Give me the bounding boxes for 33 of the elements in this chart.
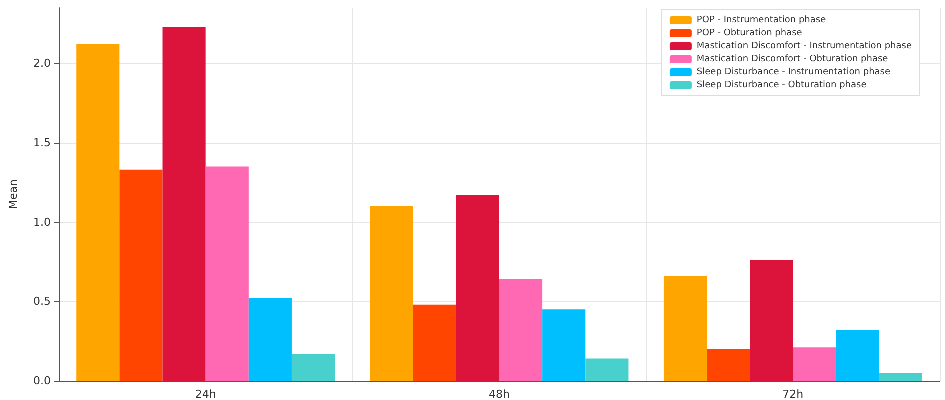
bar	[120, 170, 163, 381]
bar	[370, 206, 414, 381]
x-tick-label: 72h	[782, 388, 804, 400]
bar	[500, 279, 543, 381]
bar	[76, 44, 120, 381]
y-tick-label: 2.0	[34, 57, 51, 70]
legend-label: POP - Instrumentation phase	[696, 16, 827, 26]
bar	[793, 348, 836, 381]
bar	[456, 195, 500, 381]
bar	[707, 349, 750, 381]
x-tick-label: 48h	[489, 388, 510, 400]
y-axis-title: Mean	[7, 179, 20, 210]
x-tick-label: 24h	[195, 388, 216, 400]
bar	[292, 354, 336, 381]
legend-label: Mastication Discomfort - Instrumentation phase	[696, 42, 912, 52]
legend-label: Mastication Discomfort - Obturation phase	[696, 54, 889, 64]
bar	[542, 310, 586, 381]
bar	[162, 27, 206, 381]
bar	[248, 298, 292, 381]
legend-label: POP - Obturation phase	[696, 28, 803, 38]
bar	[750, 260, 794, 381]
bar	[879, 373, 922, 381]
y-tick-label: 1.5	[34, 136, 51, 150]
bar	[836, 330, 880, 381]
bar	[664, 276, 708, 381]
bar	[413, 304, 456, 381]
bar	[586, 358, 629, 381]
y-tick-label: 1.0	[34, 216, 51, 229]
legend-label: Sleep Disturbance - Obturation phase	[696, 80, 868, 90]
y-tick-label: 0.5	[34, 295, 51, 308]
legend-label: Sleep Disturbance - Instrumentation phase	[696, 68, 891, 78]
bar	[206, 166, 249, 381]
y-tick-label: 0.0	[34, 374, 51, 388]
